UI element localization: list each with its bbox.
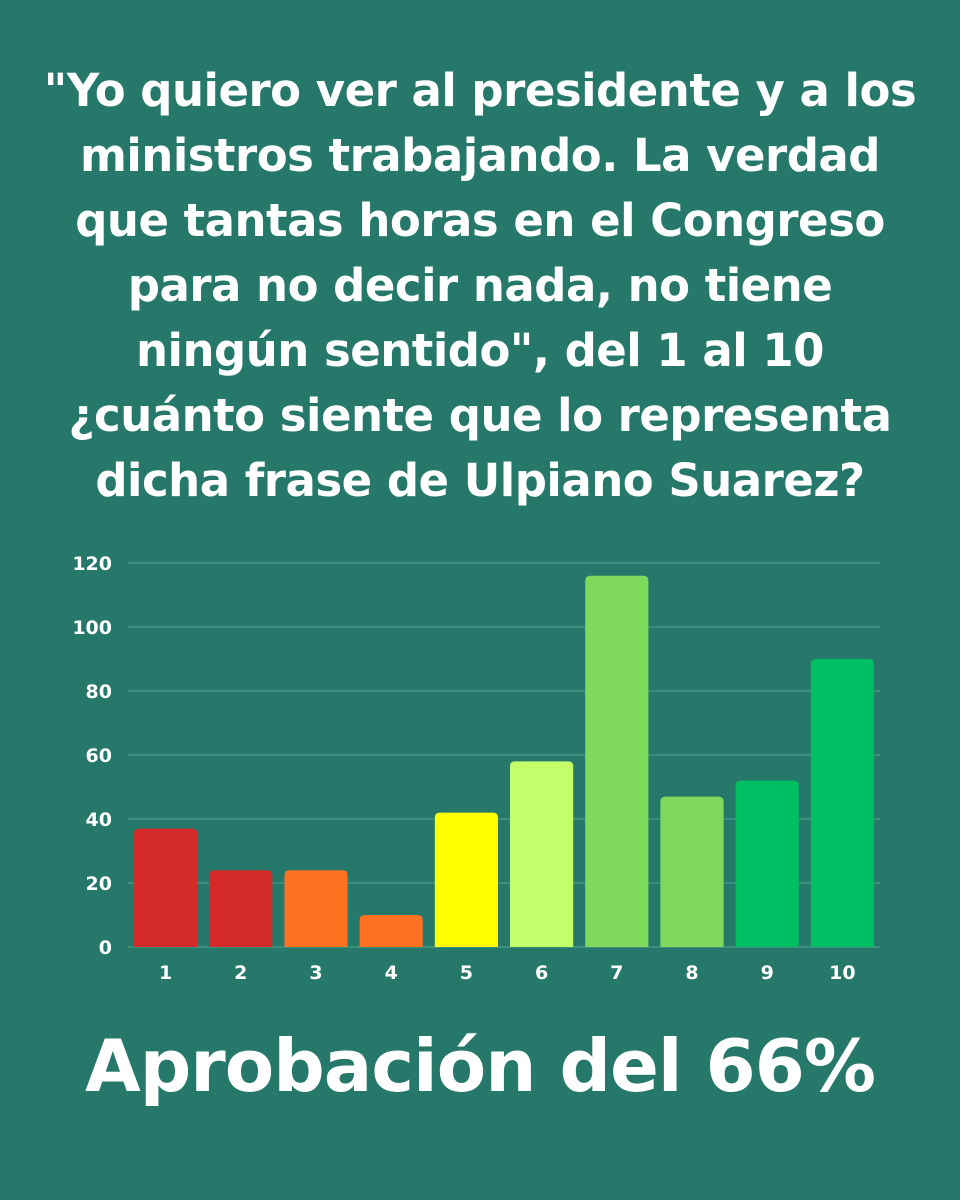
y-tick-label: 80 [86, 681, 112, 703]
x-tick-label: 5 [460, 962, 473, 984]
y-tick-label: 0 [99, 937, 112, 959]
y-tick-label: 120 [72, 553, 112, 575]
x-tick-label: 4 [385, 962, 398, 984]
y-tick-label: 40 [86, 809, 112, 831]
bar-8 [660, 796, 724, 947]
bar-5 [434, 812, 498, 947]
bar-chart: 0 20 40 60 80 100 120 1 2 3 4 5 6 7 8 9 10 [0, 540, 960, 1000]
x-tick-label: 10 [829, 962, 855, 984]
x-tick-label: 2 [234, 962, 247, 984]
bar-2 [209, 870, 273, 947]
x-tick-label: 6 [535, 962, 548, 984]
bar-3 [284, 870, 348, 947]
x-tick-label: 1 [159, 962, 172, 984]
y-tick-label: 20 [86, 873, 112, 895]
bar-6 [510, 761, 574, 947]
bar-1 [134, 828, 198, 947]
x-tick-label: 9 [761, 962, 774, 984]
bar-10 [810, 659, 874, 947]
bar-9 [735, 780, 799, 947]
approval-text: Aprobación del 66% [85, 1024, 876, 1108]
y-tick-label: 60 [86, 745, 112, 767]
bar-4 [359, 915, 423, 947]
y-tick-label: 100 [72, 617, 112, 639]
bar-7 [585, 575, 649, 947]
x-tick-label: 7 [610, 962, 623, 984]
x-tick-label: 8 [685, 962, 698, 984]
bar-chart-svg: 0 20 40 60 80 100 120 1 2 3 4 5 6 7 8 9 10 [72, 553, 880, 984]
question-text: "Yo quiero ver al presidente y a los min… [43, 64, 917, 507]
x-tick-label: 3 [309, 962, 322, 984]
